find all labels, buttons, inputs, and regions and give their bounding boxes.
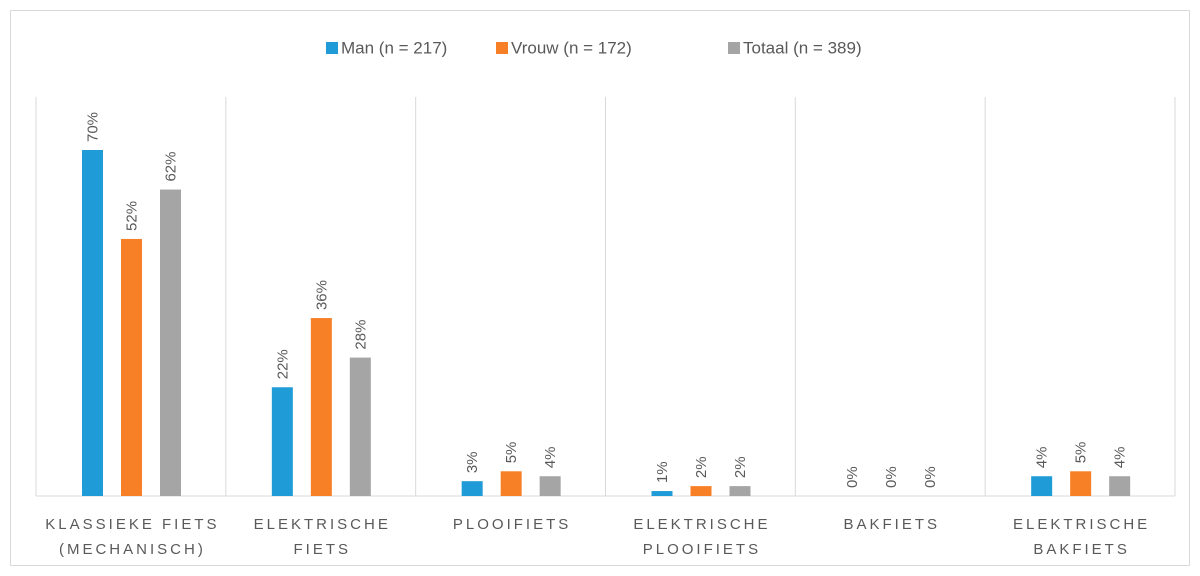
bar bbox=[121, 238, 142, 496]
bar bbox=[310, 318, 332, 496]
data-label: 62% bbox=[163, 152, 180, 182]
x-tick-label: PLOOIFIETS bbox=[453, 516, 571, 533]
data-label: 4% bbox=[542, 447, 559, 469]
legend-label: Man (n = 217) bbox=[341, 38, 447, 57]
bar bbox=[349, 357, 371, 496]
x-tick-label: BAKFIETS bbox=[843, 516, 940, 533]
data-label: 5% bbox=[503, 442, 520, 464]
bar bbox=[82, 150, 103, 496]
x-tick-label: ELEKTRISCHE bbox=[254, 516, 391, 533]
data-label: 1% bbox=[654, 461, 671, 483]
x-tick-label: BAKFIETS bbox=[1033, 541, 1130, 558]
x-tick-label: (MECHANISCH) bbox=[59, 541, 206, 558]
bar bbox=[271, 387, 293, 496]
data-label: 22% bbox=[274, 349, 291, 379]
bar bbox=[1070, 471, 1092, 496]
data-label: 4% bbox=[1034, 447, 1051, 469]
bar bbox=[500, 471, 522, 496]
data-label: 0% bbox=[844, 466, 861, 488]
legend-swatch bbox=[326, 42, 338, 54]
bar bbox=[729, 486, 751, 496]
data-label: 0% bbox=[883, 466, 900, 488]
bar bbox=[1109, 476, 1131, 496]
x-tick-label: KLASSIEKE FIETS bbox=[45, 516, 219, 533]
bar bbox=[690, 486, 712, 496]
x-tick-label: ELEKTRISCHE bbox=[1013, 516, 1150, 533]
data-label: 5% bbox=[1073, 442, 1090, 464]
data-label: 4% bbox=[1112, 447, 1129, 469]
legend-label: Vrouw (n = 172) bbox=[511, 38, 632, 57]
legend-swatch bbox=[728, 42, 740, 54]
data-label: 52% bbox=[124, 201, 141, 231]
bar bbox=[539, 476, 561, 496]
bar bbox=[461, 481, 483, 496]
data-label: 36% bbox=[313, 280, 330, 310]
chart-border bbox=[10, 10, 1190, 566]
x-tick-label: PLOOIFIETS bbox=[643, 541, 761, 558]
data-label: 28% bbox=[352, 320, 369, 350]
data-label: 2% bbox=[693, 456, 710, 478]
x-tick-label: ELEKTRISCHE bbox=[633, 516, 770, 533]
bar bbox=[1031, 476, 1053, 496]
data-label: 70% bbox=[85, 112, 102, 142]
x-tick-label: FIETS bbox=[293, 541, 351, 558]
bar bbox=[651, 491, 673, 496]
bar bbox=[160, 189, 181, 497]
data-label: 2% bbox=[732, 456, 749, 478]
data-label: 0% bbox=[922, 466, 939, 488]
legend-swatch bbox=[496, 42, 508, 54]
legend-label: Totaal (n = 389) bbox=[743, 38, 862, 57]
data-label: 3% bbox=[464, 451, 481, 473]
